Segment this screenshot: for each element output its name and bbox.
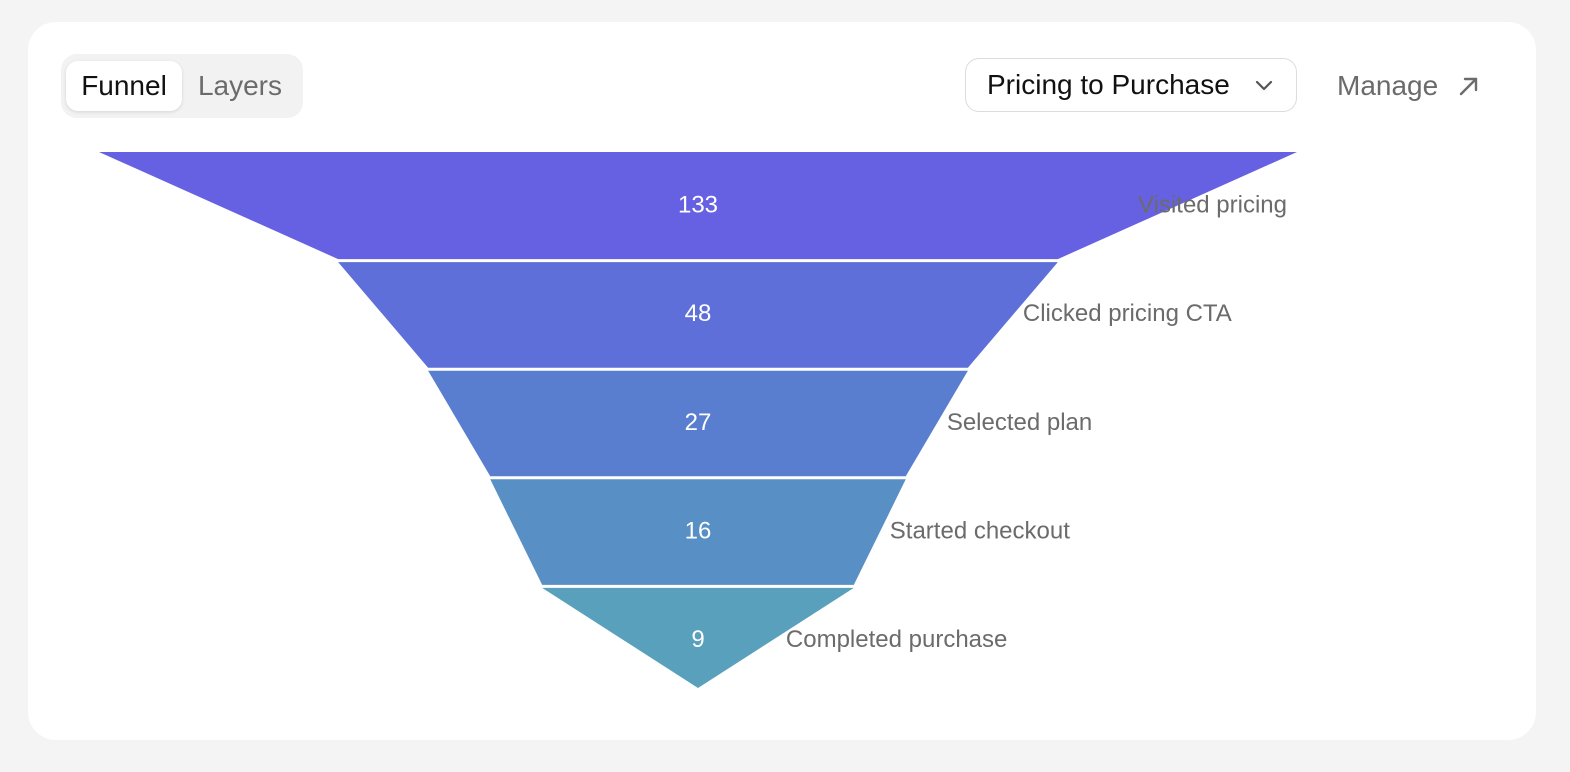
tab-layers[interactable]: Layers bbox=[197, 70, 283, 101]
funnel-stage-5[interactable] bbox=[542, 587, 854, 688]
funnel-stage-label: Selected plan bbox=[947, 409, 1092, 436]
manage-link[interactable]: Manage bbox=[1337, 70, 1439, 101]
arrow-up-right-icon[interactable] bbox=[1455, 72, 1483, 100]
funnel-stage-1[interactable] bbox=[99, 152, 1297, 260]
funnel-stage-3[interactable] bbox=[428, 370, 968, 477]
view-toggle: Funnel Layers bbox=[61, 54, 303, 118]
funnel-stage-label: Started checkout bbox=[890, 517, 1070, 544]
funnel-stage-4[interactable] bbox=[490, 479, 906, 585]
funnel-stage-value: 9 bbox=[691, 626, 704, 653]
funnel-stage-label: Clicked pricing CTA bbox=[1023, 300, 1232, 327]
funnel-stage-value: 133 bbox=[678, 192, 718, 219]
funnel-stage-value: 48 bbox=[685, 300, 712, 327]
funnel-select[interactable]: Pricing to Purchase bbox=[965, 58, 1297, 112]
funnel-stage-value: 27 bbox=[685, 409, 712, 436]
tab-funnel[interactable]: Funnel bbox=[66, 61, 182, 111]
chevron-down-icon bbox=[1255, 80, 1273, 91]
funnel-select-value: Pricing to Purchase bbox=[987, 69, 1230, 100]
funnel-stage-value: 16 bbox=[685, 517, 712, 544]
funnel-stage-label: Completed purchase bbox=[786, 626, 1007, 653]
funnel-stage-2[interactable] bbox=[338, 262, 1058, 368]
funnel-stage-label: Visited pricing bbox=[1138, 192, 1287, 219]
